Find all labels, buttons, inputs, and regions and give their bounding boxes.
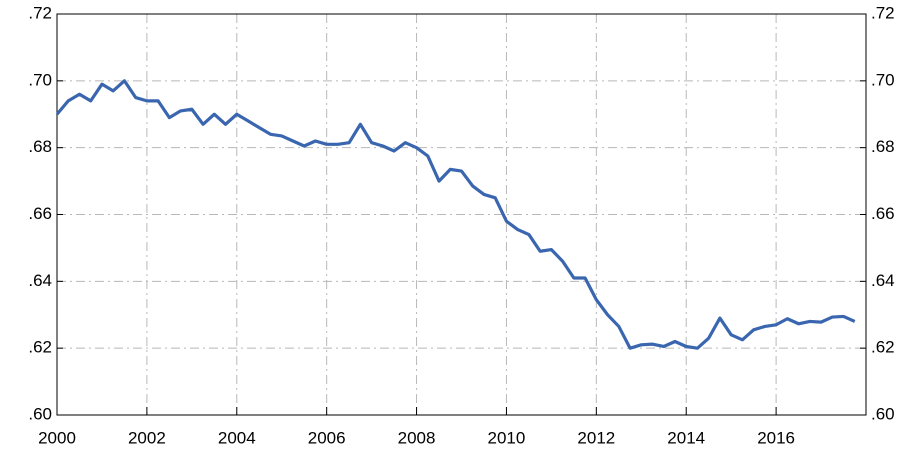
y-tick-label: .72: [28, 3, 52, 22]
y2-tick-label: .60: [871, 404, 895, 423]
y-tick-label: .66: [28, 204, 52, 223]
x-tick-label: 2008: [398, 428, 436, 447]
y2-tick-label: .72: [871, 3, 895, 22]
y-tick-label: .60: [28, 404, 52, 423]
x-tick-label: 2002: [128, 428, 166, 447]
y2-tick-label: .66: [871, 204, 895, 223]
x-tick-label: 2004: [218, 428, 256, 447]
y2-tick-label: .64: [871, 271, 895, 290]
y2-tick-label: .68: [871, 137, 895, 156]
y2-tick-label: .62: [871, 338, 895, 357]
x-tick-label: 2010: [488, 428, 526, 447]
y-tick-label: .62: [28, 338, 52, 357]
x-tick-label: 2000: [38, 428, 76, 447]
y-tick-label: .68: [28, 137, 52, 156]
y2-tick-label: .70: [871, 70, 895, 89]
x-tick-label: 2014: [667, 428, 705, 447]
x-tick-label: 2006: [308, 428, 346, 447]
x-tick-label: 2016: [757, 428, 795, 447]
line-series: [55, 79, 856, 350]
y-tick-label: .64: [28, 271, 52, 290]
plot-frame: [56, 13, 867, 416]
x-tick-label: 2012: [577, 428, 615, 447]
y-tick-label: .70: [28, 70, 52, 89]
